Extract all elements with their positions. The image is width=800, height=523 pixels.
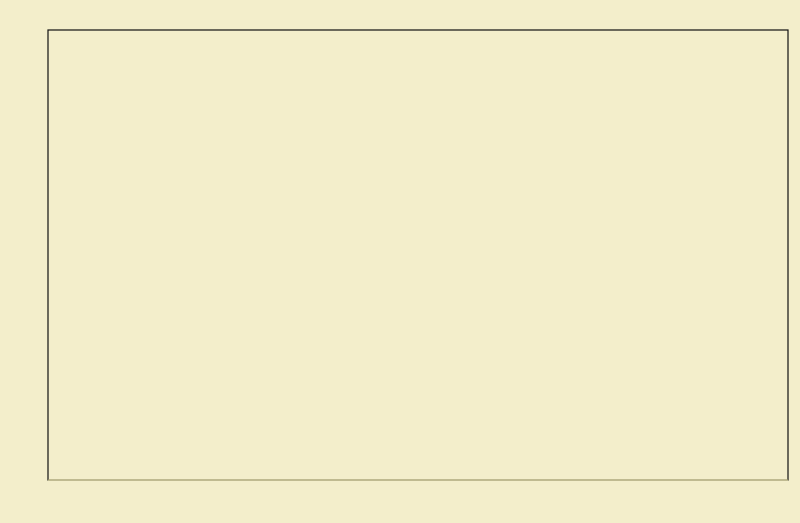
chart-svg [0,0,800,523]
chart-root [0,0,800,523]
chart-background [0,0,800,523]
